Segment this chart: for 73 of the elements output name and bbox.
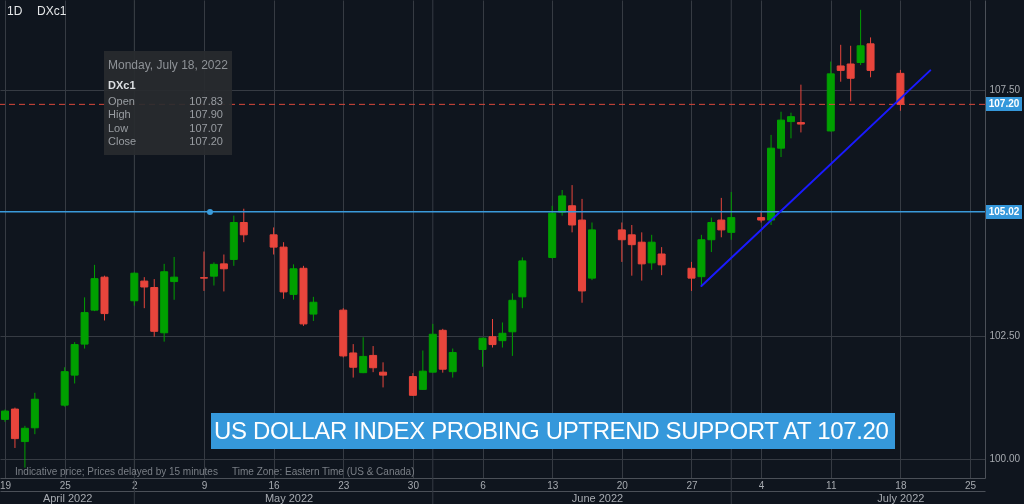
- x-tick-label: 25: [59, 479, 72, 491]
- x-tick-label: 18: [895, 479, 907, 491]
- annotation: 107.90: [188, 108, 223, 121]
- candlestick: [209, 261, 218, 287]
- candlestick: [558, 189, 567, 217]
- candlestick: [637, 231, 646, 282]
- x-tick-label: 4: [758, 479, 765, 491]
- candlestick: [408, 372, 417, 397]
- x-tick-label: 6: [480, 479, 487, 491]
- x-tick-label: 11: [826, 479, 837, 491]
- x-tick-label: 13: [547, 479, 559, 491]
- x-tick-label: 30: [407, 479, 420, 491]
- x-tick-label: 20: [616, 479, 629, 491]
- x-tick-label: 27: [686, 479, 698, 491]
- candlestick: [219, 254, 228, 292]
- y-tick-label: 100.00: [989, 453, 1021, 465]
- y-tick-label: 102.50: [989, 330, 1021, 342]
- candlestick: [199, 251, 208, 292]
- candlestick: [836, 44, 845, 83]
- x2-tick-label: July 2022: [877, 491, 925, 504]
- ref-line-label: 107.20: [986, 97, 1022, 112]
- candlestick: [478, 337, 487, 368]
- candlestick: [757, 210, 766, 224]
- candlestick: [856, 9, 865, 66]
- annotation: Indicative price; Prices delayed by 15 minutes: [15, 466, 218, 477]
- candlestick: [657, 246, 666, 276]
- candlestick: [309, 296, 318, 322]
- x2-tick-label: April 2022: [42, 491, 93, 504]
- annotation: Close: [108, 135, 137, 148]
- candlestick: [448, 348, 457, 379]
- candlestick: [687, 261, 696, 292]
- candlestick: [498, 321, 507, 349]
- candlestick: [627, 224, 636, 277]
- candlestick: [568, 184, 577, 233]
- candlestick: [20, 425, 29, 469]
- annotation: 107.20: [188, 135, 223, 148]
- x-tick-label: 16: [268, 479, 281, 491]
- candlestick: [369, 345, 378, 373]
- x-tick-label: 9: [201, 479, 208, 491]
- annotation: US DOLLAR INDEX PROBING UPTREND SUPPORT AT 107.20: [211, 413, 895, 449]
- candlestick: [786, 112, 795, 139]
- chart-subtitle: 1D: [7, 4, 23, 18]
- chart-title: DXc1: [37, 4, 67, 18]
- candlestick: [239, 208, 248, 243]
- annotation: Time Zone: Eastern Time (US & Canada): [232, 466, 415, 477]
- x-tick-label: 2: [132, 479, 139, 491]
- annotation: 107.83: [188, 95, 223, 107]
- candlestick: [170, 256, 179, 301]
- x-tick-label: 25: [964, 479, 977, 491]
- candlestick: [846, 45, 855, 102]
- candlestick: [617, 222, 626, 263]
- annotation: High: [108, 108, 131, 121]
- ref-line-label: 105.02: [986, 204, 1022, 219]
- candlestick: [717, 197, 726, 238]
- x-tick-label: 19: [0, 479, 12, 491]
- x2-tick-label: June 2022: [571, 491, 624, 504]
- candlestick: [727, 191, 736, 241]
- annotation: Open: [108, 95, 135, 107]
- annotation: Monday, July 18, 2022: [108, 58, 228, 72]
- candlestick: [379, 361, 388, 388]
- candlestick: [488, 318, 497, 349]
- candlestick: [140, 276, 149, 309]
- annotation: Low: [108, 121, 129, 134]
- candlestick: [647, 234, 656, 271]
- candlestick: [418, 350, 427, 391]
- candlestick: [349, 343, 358, 379]
- x2-tick-label: May 2022: [264, 491, 314, 504]
- annotation: 107.07: [188, 121, 223, 134]
- y-tick-label: 107.50: [989, 84, 1021, 96]
- annotation: DXc1: [108, 79, 136, 91]
- candlestick: [359, 336, 368, 374]
- candlestick: [796, 84, 805, 133]
- x-tick-label: 23: [338, 479, 350, 491]
